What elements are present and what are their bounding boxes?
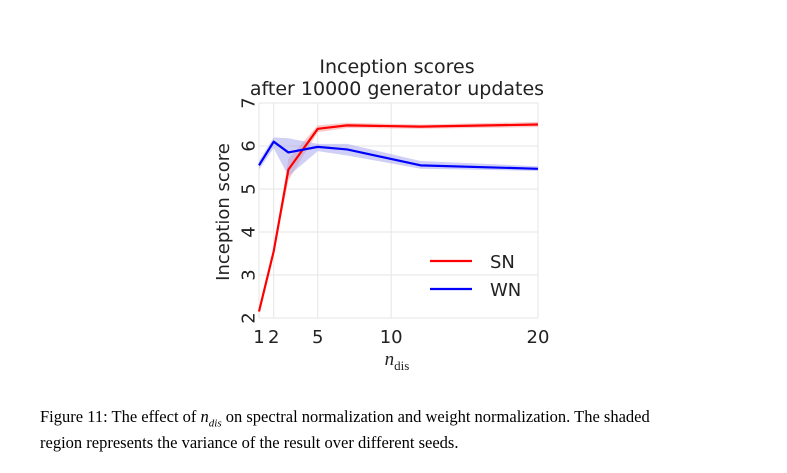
chart-title-line-2: after 10000 generator updates — [250, 78, 544, 100]
y-tick-label: 2 — [239, 312, 260, 323]
series-lines — [257, 123, 539, 312]
caption-prefix: Figure 11: The effect of — [40, 407, 201, 426]
x-axis-label-main: n — [385, 349, 395, 370]
plot-background — [259, 103, 538, 318]
figure-caption: Figure 11: The effect of ndis on spectra… — [40, 407, 755, 453]
grid-lines — [258, 102, 539, 319]
x-tick-label: 20 — [527, 327, 550, 348]
y-tick-label: 7 — [239, 97, 260, 108]
x-tick-label: 2 — [268, 327, 279, 348]
plot-area — [259, 103, 538, 318]
caption-line2: region represents the variance of the re… — [40, 433, 459, 453]
y-tick-label: 4 — [239, 226, 260, 237]
y-tick-label: 3 — [239, 269, 260, 280]
x-axis-label-sub: dis — [394, 358, 409, 373]
y-axis-label: Inception score — [213, 143, 234, 281]
x-axis-label: ndis — [385, 349, 410, 373]
legend-sn-label: SN — [490, 252, 515, 273]
chart-title-line-1: Inception scores — [319, 56, 474, 78]
legend: SN WN — [430, 252, 521, 301]
caption-math: n — [200, 407, 209, 426]
y-tick-label: 5 — [239, 183, 260, 194]
caption-math-sub: dis — [208, 417, 222, 430]
x-tick-label: 1 — [253, 327, 264, 348]
x-tick-label: 10 — [380, 327, 403, 348]
y-tick-label: 6 — [239, 140, 260, 151]
x-tick-label: 5 — [312, 327, 323, 348]
wn-series-line — [258, 140, 539, 170]
sn-series-line — [257, 123, 539, 312]
caption-line1-rest: on spectral normalization and weight nor… — [221, 407, 650, 426]
legend-wn-label: WN — [490, 280, 521, 301]
